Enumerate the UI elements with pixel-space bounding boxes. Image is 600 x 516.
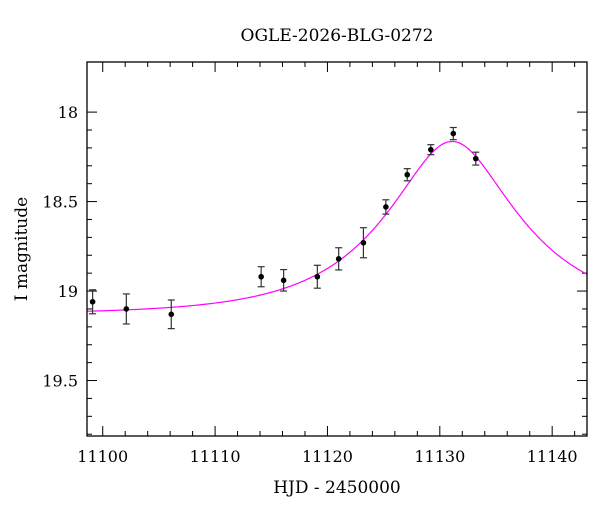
data-marker (168, 311, 175, 318)
data-point (403, 168, 411, 182)
data-point (359, 227, 367, 259)
x-tick-labels: 11100 11110 11120 11130 11140 (77, 447, 577, 466)
x-axis-label: HJD - 2450000 (273, 478, 401, 498)
plot-frame (86, 61, 588, 437)
x-tick-label: 11120 (302, 447, 353, 466)
data-marker (404, 171, 411, 178)
data-point (167, 299, 175, 330)
model-curve (86, 140, 588, 312)
data-marker (89, 298, 96, 305)
x-tick-label: 11130 (414, 447, 465, 466)
data-marker (314, 273, 321, 280)
data-point (313, 264, 321, 289)
x-tick-label: 11110 (190, 447, 241, 466)
y-axis-label: I magnitude (12, 197, 32, 301)
data-point (427, 144, 435, 156)
x-tick-label: 11100 (77, 447, 128, 466)
data-marker (280, 277, 287, 284)
data-point (472, 151, 480, 166)
y-tick-label: 18 (58, 103, 78, 122)
data-marker (123, 306, 130, 312)
data-marker (450, 130, 457, 137)
model-curve-group (86, 140, 588, 312)
data-marker (383, 204, 389, 210)
x-tick-label: 11140 (527, 447, 578, 466)
data-marker (258, 273, 264, 280)
axis-ticks (87, 62, 587, 436)
y-tick-labels: 18 18.5 19 19.5 (42, 103, 78, 390)
data-marker (360, 239, 367, 246)
data-point (382, 199, 390, 215)
data-point (257, 266, 265, 288)
y-tick-label: 19.5 (42, 372, 78, 391)
data-point (122, 293, 130, 325)
data-point (449, 126, 457, 141)
y-tick-label: 18.5 (42, 193, 78, 212)
data-points-group (89, 126, 480, 330)
data-point (280, 268, 288, 292)
y-tick-label: 19 (58, 282, 78, 301)
data-marker (428, 146, 434, 153)
data-marker (335, 256, 342, 262)
data-point (89, 289, 97, 315)
data-marker (472, 155, 479, 162)
chart-title: OGLE-2026-BLG-0272 (241, 26, 434, 46)
data-point (335, 247, 343, 271)
